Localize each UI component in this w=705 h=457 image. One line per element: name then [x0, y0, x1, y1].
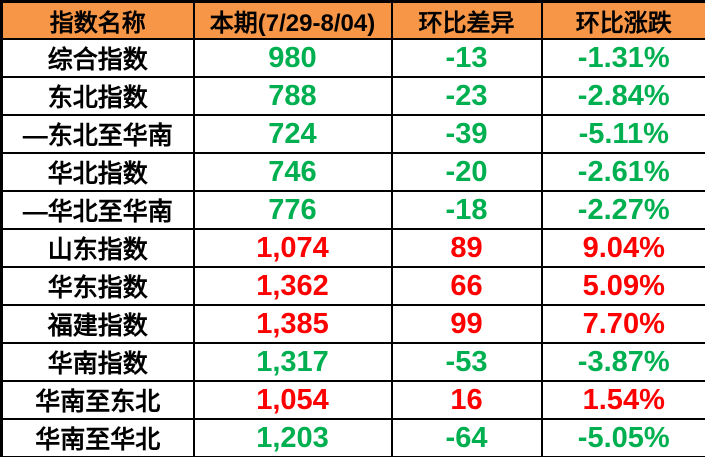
index-name-cell: 华东指数: [0, 266, 195, 306]
pct-value-cell: 5.09%: [540, 266, 705, 306]
table-row: 福建指数 1,385 99 7.70%: [0, 304, 705, 344]
index-name-cell: 福建指数: [0, 304, 195, 344]
table-row: —华北至华南 776 -18 -2.27%: [0, 190, 705, 230]
current-value-cell: 724: [192, 114, 393, 154]
pct-value-cell: -3.87%: [540, 342, 705, 382]
table-row: 综合指数 980 -13 -1.31%: [0, 38, 705, 78]
index-table-header: 指数名称 本期(7/29-8/04) 环比差异 环比涨跌: [0, 0, 705, 40]
index-table-body: 综合指数 980 -13 -1.31% 东北指数 788 -23 -2.84% —东北至华南 72…: [0, 38, 705, 457]
pct-value-cell: 7.70%: [540, 304, 705, 344]
index-name-cell: —华北至华南: [0, 190, 195, 230]
pct-value-cell: -2.61%: [540, 152, 705, 192]
diff-value-cell: 89: [390, 228, 543, 268]
col-header-index-name: 指数名称: [0, 0, 195, 40]
current-value-cell: 788: [192, 76, 393, 116]
col-header-chain-change: 环比涨跌: [540, 0, 705, 40]
pct-value-cell: -2.84%: [540, 76, 705, 116]
pct-value-cell: -5.11%: [540, 114, 705, 154]
diff-value-cell: -13: [390, 38, 543, 78]
table-row: 华南至华北 1,203 -64 -5.05%: [0, 418, 705, 457]
index-name-cell: 综合指数: [0, 38, 195, 78]
diff-value-cell: 66: [390, 266, 543, 306]
diff-value-cell: -53: [390, 342, 543, 382]
diff-value-cell: -64: [390, 418, 543, 457]
current-value-cell: 746: [192, 152, 393, 192]
index-name-cell: 华南至华北: [0, 418, 195, 457]
current-value-cell: 1,317: [192, 342, 393, 382]
pct-value-cell: 1.54%: [540, 380, 705, 420]
index-name-cell: 华南至东北: [0, 380, 195, 420]
pct-value-cell: -5.05%: [540, 418, 705, 457]
table-row: 华东指数 1,362 66 5.09%: [0, 266, 705, 306]
diff-value-cell: 99: [390, 304, 543, 344]
diff-value-cell: -23: [390, 76, 543, 116]
table-row: 华南至东北 1,054 16 1.54%: [0, 380, 705, 420]
diff-value-cell: -18: [390, 190, 543, 230]
current-value-cell: 1,074: [192, 228, 393, 268]
col-header-chain-diff: 环比差异: [390, 0, 543, 40]
table-row: 华北指数 746 -20 -2.61%: [0, 152, 705, 192]
index-name-cell: —东北至华南: [0, 114, 195, 154]
diff-value-cell: -20: [390, 152, 543, 192]
table-row: —东北至华南 724 -39 -5.11%: [0, 114, 705, 154]
current-value-cell: 1,362: [192, 266, 393, 306]
current-value-cell: 1,385: [192, 304, 393, 344]
pct-value-cell: -1.31%: [540, 38, 705, 78]
index-name-cell: 山东指数: [0, 228, 195, 268]
index-name-cell: 东北指数: [0, 76, 195, 116]
diff-value-cell: 16: [390, 380, 543, 420]
current-value-cell: 980: [192, 38, 393, 78]
header-row: 指数名称 本期(7/29-8/04) 环比差异 环比涨跌: [0, 0, 705, 40]
diff-value-cell: -39: [390, 114, 543, 154]
table-row: 东北指数 788 -23 -2.84%: [0, 76, 705, 116]
current-value-cell: 1,054: [192, 380, 393, 420]
pct-value-cell: 9.04%: [540, 228, 705, 268]
table-row: 华南指数 1,317 -53 -3.87%: [0, 342, 705, 382]
index-name-cell: 华北指数: [0, 152, 195, 192]
current-value-cell: 776: [192, 190, 393, 230]
current-value-cell: 1,203: [192, 418, 393, 457]
pct-value-cell: -2.27%: [540, 190, 705, 230]
table-row: 山东指数 1,074 89 9.04%: [0, 228, 705, 268]
index-name-cell: 华南指数: [0, 342, 195, 382]
col-header-current-period: 本期(7/29-8/04): [192, 0, 393, 40]
